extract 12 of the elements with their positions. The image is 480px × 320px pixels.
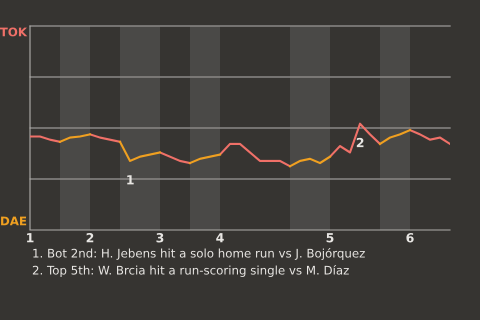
text: TOK xyxy=(0,27,28,36)
annotation: 1 xyxy=(127,175,134,184)
x-tick-label: 6 xyxy=(406,233,414,242)
annotation: 2 xyxy=(356,138,364,148)
x-tick-label: 5 xyxy=(326,233,334,242)
text: 2. Top 5th: W. Brcia hit a run-scoring single vs M. Díaz xyxy=(32,265,349,277)
text: DAE xyxy=(1,216,26,226)
x-tick-label: 2 xyxy=(86,233,94,242)
text: 1. Bot 2nd: H. Jebens hit a solo home run vs J. Bojórquez xyxy=(33,248,365,260)
x-tick-label: 1 xyxy=(27,233,34,242)
x-tick-label: 3 xyxy=(156,233,164,242)
x-tick-label: 4 xyxy=(216,233,224,242)
